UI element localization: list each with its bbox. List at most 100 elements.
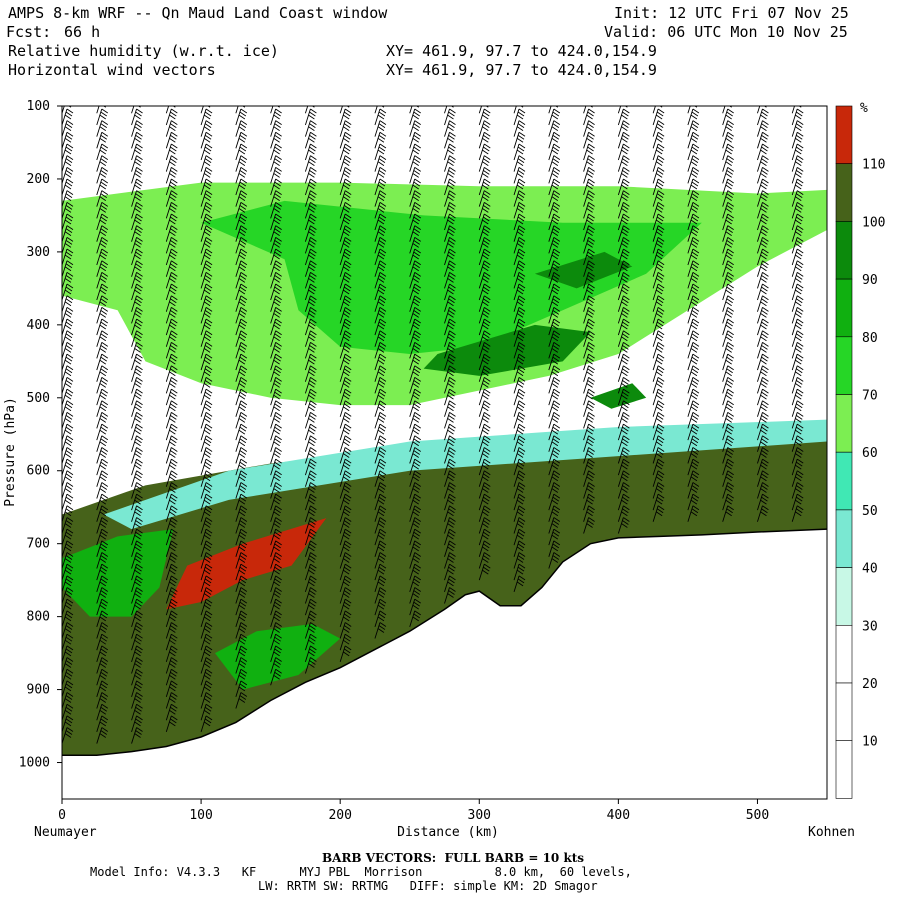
wind-barb [513,155,526,172]
wind-barb [757,213,769,231]
wind-barb [165,131,178,149]
wind-barb [235,400,248,417]
wind-barb [478,271,491,289]
wind-barb [339,190,352,207]
cross-section-coords-2: XY= 461.9, 97.7 to 424.0,154.9 [386,61,657,79]
wind-barb [652,307,665,324]
wind-barb [478,482,491,499]
wind-barb [548,155,561,172]
wind-barb [131,715,143,733]
wind-barb [200,575,213,592]
wind-barb [96,143,109,161]
wind-barb [757,318,769,336]
wind-barb [791,143,804,161]
wind-barb [374,131,387,149]
wind-barb [235,645,248,662]
wind-barb [200,400,213,417]
wind-barb [270,645,282,662]
wind-barb [374,190,387,207]
wind-barb [583,377,595,394]
wind-barb [374,470,387,487]
wind-barb [444,377,456,394]
wind-barb [409,563,421,581]
wind-barb [687,470,700,487]
wind-barb [548,201,561,219]
wind-barb [235,155,248,172]
wind-barb [200,633,213,651]
wind-barb [270,155,282,172]
wind-barb [478,552,491,569]
wind-barb [62,692,74,709]
wind-barb [652,353,665,371]
wind-barb [270,178,282,196]
wind-barb [409,517,421,534]
wind-barb [617,447,630,464]
wind-barb [513,201,526,219]
wind-barb [687,283,700,301]
wind-barb [409,271,421,289]
wind-barb [652,342,665,359]
wind-barb [444,435,456,452]
wind-barb [722,143,734,161]
wind-barb [304,260,317,277]
wind-barb [374,260,387,277]
wind-barb [444,295,456,312]
wind-barb [374,318,387,336]
wind-barb [235,412,248,429]
wind-barb [200,201,213,219]
wind-barb [96,552,109,569]
wind-barb [235,517,248,534]
wind-barb [165,225,178,242]
wind-barb [548,120,561,137]
wind-barb [513,458,526,476]
wind-barb [339,178,352,196]
wind-barb [687,248,700,266]
wind-barb [200,703,213,721]
wind-barb [444,388,456,406]
wind-barb [165,365,178,382]
wind-barb [409,377,421,394]
wind-barb [339,633,352,651]
wind-barb [791,388,804,406]
wind-barb [339,166,352,184]
wind-barb [96,540,109,557]
wind-barb [652,120,665,137]
wind-barb [62,552,74,569]
rh-region-90 [590,383,647,409]
wind-barb [444,540,456,557]
wind-barb [478,412,491,429]
wind-barb [96,482,109,499]
wind-barb [722,155,734,172]
wind-barb [444,552,456,569]
wind-barb [791,307,804,324]
wind-barb [304,540,317,557]
wind-barb [200,692,213,709]
wind-barb [339,330,352,347]
wind-barb [374,213,387,231]
wind-barb [652,318,665,336]
wind-barb [304,482,317,499]
wind-barb [96,248,109,266]
colorbar-label: 40 [862,562,878,577]
wind-barb [652,260,665,277]
wind-barb [200,260,213,277]
wind-barb [270,213,282,231]
wind-barb [687,178,700,196]
wind-barb [131,353,143,371]
wind-barb [235,108,248,126]
wind-barb [513,131,526,149]
wind-barb [165,692,178,709]
wind-barb [687,166,700,184]
wind-barb [617,120,630,137]
wind-barb [617,330,630,347]
wind-barb [757,458,769,476]
colorbar-segment [835,394,853,453]
wind-barb [617,131,630,149]
wind-barb [548,318,561,336]
wind-barb [478,540,491,557]
wind-barb [513,365,526,382]
wind-barb [722,493,734,511]
wind-barb [478,143,491,161]
wind-barb [62,412,74,429]
wind-barb [548,178,561,196]
